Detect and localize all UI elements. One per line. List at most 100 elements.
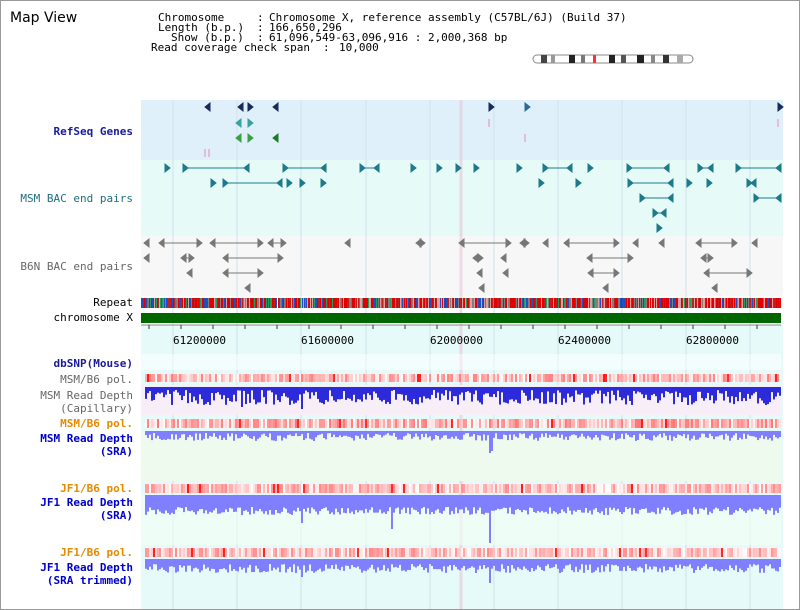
pol-heat-cell [211, 548, 213, 557]
repeat-segment [257, 298, 258, 308]
repeat-segment [427, 298, 428, 308]
repeat-segment [731, 298, 732, 308]
pol-heat-cell [333, 484, 335, 493]
repeat-segment [646, 298, 647, 308]
depth-bar [199, 387, 201, 395]
pol-heat-cell [677, 548, 679, 557]
repeat-segment [360, 298, 361, 308]
pol-heat-cell [439, 419, 441, 428]
pol-heat-cell [599, 484, 601, 493]
pol-heat-cell [757, 548, 759, 557]
track-label-dbsnp[interactable]: dbSNP(Mouse) [53, 357, 133, 370]
depth-bar [285, 431, 287, 439]
pol-heat-cell [701, 374, 703, 382]
repeat-segment [458, 298, 459, 308]
pol-heat-cell [151, 484, 153, 493]
pol-heat-cell [475, 374, 477, 382]
depth-bar [601, 495, 603, 512]
depth-bar [657, 387, 659, 403]
depth-bar [659, 387, 661, 401]
depth-bar [463, 495, 465, 514]
repeat-segment [530, 298, 531, 308]
repeat-segment [202, 298, 203, 308]
repeat-segment [679, 298, 680, 308]
pol-heat-cell [267, 419, 269, 428]
pol-heat-cell [299, 419, 301, 428]
bac-end-marker [711, 282, 718, 294]
depth-bar [187, 431, 189, 438]
depth-bar [769, 431, 771, 439]
pol-heat-cell [717, 419, 719, 428]
depth-bar [707, 387, 709, 393]
repeat-segment [250, 298, 251, 308]
depth-bar [603, 559, 605, 572]
pol-heat-cell [207, 374, 209, 382]
repeat-segment [597, 298, 598, 308]
repeat-segment [321, 298, 322, 308]
depth-bar [627, 559, 629, 566]
repeat-segment [461, 298, 462, 308]
depth-bar [357, 431, 359, 437]
track-label-msm-depth-sra[interactable]: MSM Read Depth [40, 432, 133, 445]
pol-heat-cell [301, 374, 303, 382]
chromosome-ideogram[interactable] [529, 53, 699, 65]
pol-heat-cell [425, 484, 427, 493]
depth-bar [627, 431, 629, 435]
depth-bar [245, 495, 247, 511]
track-label-jf1-b6-pol-2[interactable]: JF1/B6 pol. [60, 546, 133, 559]
pol-heat-cell [359, 548, 361, 557]
depth-bar [733, 387, 735, 405]
depth-bar [719, 431, 721, 436]
depth-bar [463, 431, 465, 435]
track-label-msm-depth-cap[interactable]: MSM Read Depth [40, 389, 133, 402]
repeat-segment [560, 298, 561, 308]
depth-bar [571, 559, 573, 571]
depth-bar [673, 431, 675, 437]
pol-heat-cell [173, 548, 175, 557]
track-label-msm-b6-pol-2[interactable]: MSM/B6 pol. [60, 417, 133, 430]
depth-bar [187, 495, 189, 511]
depth-bar [213, 559, 215, 570]
track-label-jf1-depth-sra[interactable]: JF1 Read Depth [40, 496, 133, 509]
repeat-segment [700, 298, 701, 308]
pol-heat-cell [231, 419, 233, 428]
pol-heat-cell [275, 548, 277, 557]
pol-heat-cell [375, 484, 377, 493]
pol-heat-cell [683, 374, 685, 382]
track-label-jf1-b6-pol[interactable]: JF1/B6 pol. [60, 482, 133, 495]
track-label-b6n-bac[interactable]: B6N BAC end pairs [20, 260, 133, 273]
track-label-jf1-depth-trim[interactable]: JF1 Read Depth [40, 561, 133, 574]
track-label-msm-bac[interactable]: MSM BAC end pairs [20, 192, 133, 205]
pol-heat-cell [661, 484, 663, 493]
depth-bar [719, 495, 721, 512]
bac-end-marker [775, 192, 782, 204]
track-label-refseq[interactable]: RefSeq Genes [53, 125, 133, 138]
repeat-segment [320, 298, 321, 308]
pol-heat-cell [639, 484, 641, 493]
pol-heat-cell [449, 374, 451, 382]
repeat-segment [716, 298, 717, 308]
depth-bar [621, 559, 623, 571]
repeat-segment [754, 298, 755, 308]
depth-bar [277, 495, 279, 514]
pol-heat-cell [645, 419, 647, 428]
bac-end-marker [538, 177, 545, 189]
bac-end-marker [320, 162, 327, 174]
depth-bar [733, 431, 735, 436]
pol-heat-cell [573, 484, 575, 493]
depth-bar [467, 559, 469, 569]
pol-heat-cell [541, 548, 543, 557]
pol-heat-cell [387, 484, 389, 493]
repeat-segment [403, 298, 404, 308]
pol-heat-cell [247, 548, 249, 557]
bac-end-marker [667, 177, 674, 189]
pol-heat-cell [513, 419, 515, 428]
depth-bar [205, 495, 207, 511]
pol-heat-cell [555, 419, 557, 428]
track-label-msm-b6-pol[interactable]: MSM/B6 pol. [60, 373, 133, 386]
repeat-segment [365, 298, 366, 308]
depth-bar [731, 495, 733, 515]
depth-bar [193, 387, 195, 397]
repeat-segment [333, 298, 334, 308]
